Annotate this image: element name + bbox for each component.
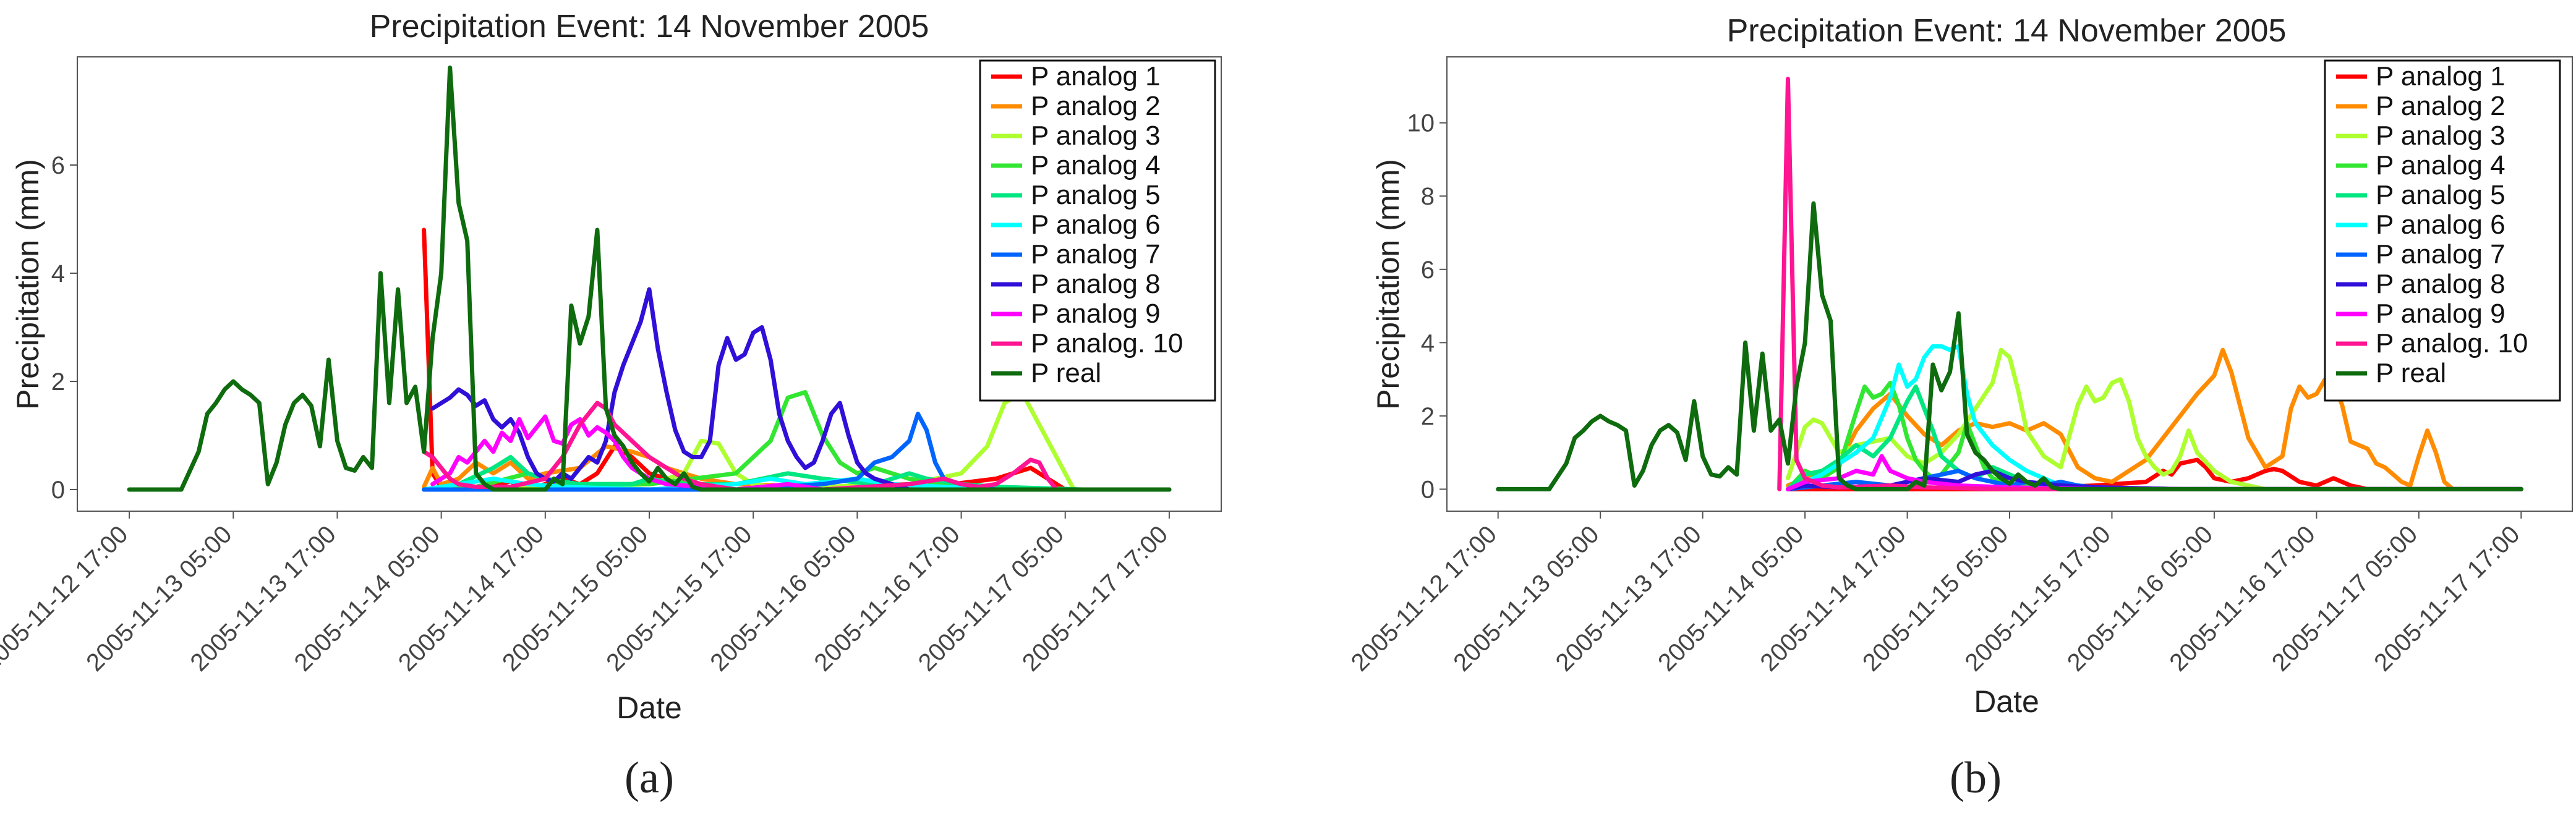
panel-b-y-tick-label: 8 [1421, 183, 1435, 210]
panel-b-legend-label: P analog 7 [2376, 239, 2506, 269]
panel-a-legend-label: P analog 2 [1031, 91, 1161, 121]
panel-b-legend-label: P analog 8 [2376, 269, 2506, 299]
panel-a-legend-label: P real [1031, 358, 1101, 388]
panel-a-series-line-10 [422, 401, 1172, 492]
panel-b-series-line-2 [1786, 347, 2523, 491]
panel-a-y-tick-label: 4 [51, 260, 65, 287]
panel-a-y-tick-label: 0 [51, 477, 65, 504]
panel-b-legend-label: P real [2376, 358, 2446, 388]
panel-a-series-line-6 [422, 477, 1172, 492]
panel-b-legend-label: P analog 1 [2376, 61, 2506, 91]
panel-a-x-axis-title: Date [616, 690, 682, 725]
panel-b-y-tick-label: 4 [1421, 329, 1435, 357]
panel-a-legend-label: P analog 4 [1031, 150, 1161, 180]
panel-b-legend-label: P analog 4 [2376, 150, 2506, 180]
panel-b-series-line-6 [1786, 344, 2523, 491]
panel-a-y-axis-title: Precipitation (mm) [11, 159, 45, 410]
panel-a-y-tick-label: 2 [51, 368, 65, 396]
panel-b-legend-label: P analog 2 [2376, 91, 2506, 121]
panel-b-letter: (b) [1950, 753, 2002, 802]
panel-b-series-line-10 [1777, 77, 2523, 491]
panel-b-series-group [1496, 77, 2523, 491]
panel-b-y-tick-label: 2 [1421, 403, 1435, 430]
panel-a-legend-label: P analog 5 [1031, 180, 1161, 210]
panel-a-legend-label: P analog 1 [1031, 61, 1161, 91]
panel-b-legend-label: P analog. 10 [2376, 328, 2528, 359]
panel-b-legend-label: P analog 5 [2376, 180, 2506, 210]
panel-a-legend-label: P analog. 10 [1031, 328, 1183, 359]
panel-a-legend-label: P analog 6 [1031, 210, 1161, 240]
panel-b-legend: P analog 1P analog 2P analog 3P analog 4… [2324, 59, 2561, 402]
panel-a-legend-label: P analog 8 [1031, 269, 1161, 299]
panel-b-legend-label: P analog 6 [2376, 210, 2506, 240]
panel-a-legend: P analog 1P analog 2P analog 3P analog 4… [979, 59, 1216, 402]
panel-a-series-line-11 [127, 66, 1172, 492]
panel-b-y-tick-label: 0 [1421, 476, 1435, 503]
panel-a-legend-label: P analog 7 [1031, 239, 1161, 269]
panel-b-legend-label: P analog 3 [2376, 121, 2506, 151]
panel-b-series-line-11 [1496, 201, 2523, 491]
panel-b-y-tick-label: 6 [1421, 257, 1435, 284]
panel-b-series-line-4 [1786, 381, 2523, 491]
panel-a-series-group [127, 66, 1172, 492]
panel-b-y-tick-label: 10 [1407, 110, 1435, 137]
panel-a-y-tick-label: 6 [51, 152, 65, 179]
panel-a-title: Precipitation Event: 14 November 2005 [370, 9, 929, 45]
panel-b-legend-label: P analog 9 [2376, 299, 2506, 329]
panel-b-series-line-1 [1786, 457, 2523, 491]
panel-a-legend-label: P analog 3 [1031, 121, 1161, 151]
panel-a-legend-label: P analog 9 [1031, 299, 1161, 329]
panel-a-letter: (a) [625, 753, 674, 802]
panel-b-x-axis-title: Date [1974, 684, 2039, 719]
panel-b-y-axis-title: Precipitation (mm) [1371, 159, 1405, 410]
panel-a-series-line-8 [430, 287, 1172, 492]
panel-b-title: Precipitation Event: 14 November 2005 [1727, 13, 2287, 49]
